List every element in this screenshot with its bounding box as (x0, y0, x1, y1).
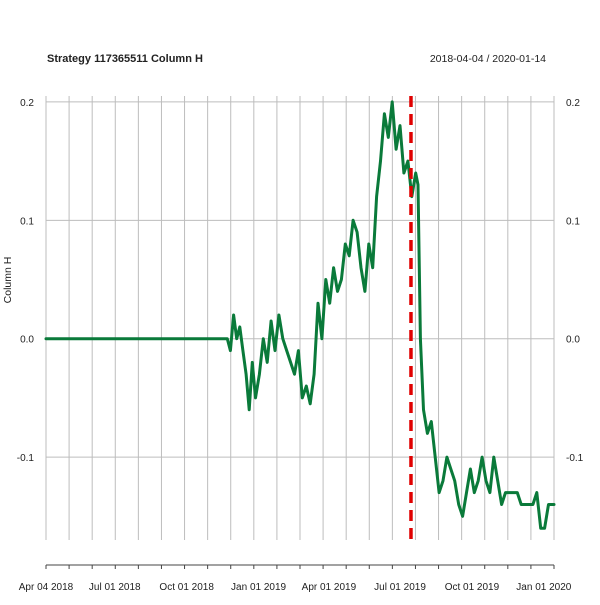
series-group (44, 100, 556, 530)
y-tick-label-right: 0.1 (566, 216, 580, 227)
x-tick-label: Jan 01 2019 (231, 582, 286, 593)
x-tick-label: Apr 01 2019 (302, 582, 357, 593)
y-tick-label-left: 0.1 (20, 216, 34, 227)
axes (45, 564, 555, 569)
y-tick-label-left: 0.0 (20, 335, 34, 346)
chart-title: Strategy 117365511 Column H (47, 53, 203, 65)
series-line (44, 100, 556, 530)
x-tick-label: Jul 01 2019 (374, 582, 426, 593)
x-tick-label: Jul 01 2018 (89, 582, 141, 593)
x-tick-label: Oct 01 2018 (159, 582, 214, 593)
y-tick-label-left: -0.1 (17, 453, 35, 464)
y-tick-label-right: 0.2 (566, 98, 580, 109)
y-tick-label-right: 0.0 (566, 335, 580, 346)
y-axis-label: Column H (2, 257, 14, 304)
x-tick-label: Oct 01 2019 (445, 582, 500, 593)
x-tick-label: Apr 04 2018 (19, 582, 74, 593)
tick-labels: Apr 04 2018 Jul 01 2018 Oct 01 2018 Jan 01 … (17, 98, 584, 593)
x-tick-label: Jan 01 2020 (516, 582, 571, 593)
chart-date-range: 2018-04-04 / 2020-01-14 (430, 53, 546, 65)
y-tick-label-left: 0.2 (20, 98, 34, 109)
y-tick-label-right: -0.1 (566, 453, 584, 464)
